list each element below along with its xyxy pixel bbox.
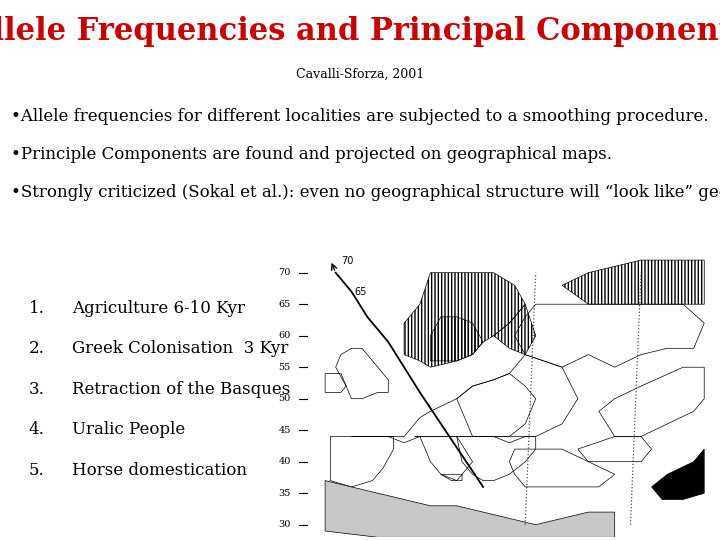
Text: 2.: 2. [29,340,45,357]
Text: •Strongly criticized (Sokal et al.): even no geographical structure will “look l: •Strongly criticized (Sokal et al.): eve… [11,184,720,200]
Text: 60: 60 [279,331,291,340]
Text: 45: 45 [279,426,291,435]
Text: 50: 50 [279,394,291,403]
Text: Cavalli-Sforza, 2001: Cavalli-Sforza, 2001 [296,68,424,80]
Text: 30: 30 [279,520,291,529]
Text: Agriculture 6-10 Kyr: Agriculture 6-10 Kyr [72,300,245,316]
Text: 3.: 3. [29,381,45,397]
Polygon shape [652,449,704,500]
Text: •Allele frequencies for different localities are subjected to a smoothing proced: •Allele frequencies for different locali… [11,108,708,125]
Text: 70: 70 [279,268,291,277]
Text: 70: 70 [341,256,354,266]
Text: 5.: 5. [29,462,45,478]
Text: 40: 40 [279,457,291,466]
Text: Uralic People: Uralic People [72,421,185,438]
Text: Greek Colonisation  3 Kyr: Greek Colonisation 3 Kyr [72,340,289,357]
Text: 65: 65 [354,287,366,296]
Text: 4.: 4. [29,421,45,438]
Text: 55: 55 [279,363,291,372]
Text: 35: 35 [279,489,291,498]
Text: Allele Frequencies and Principal Components: Allele Frequencies and Principal Compone… [0,16,720,47]
Text: 65: 65 [279,300,291,309]
Text: •Principle Components are found and projected on geographical maps.: •Principle Components are found and proj… [11,146,612,163]
Polygon shape [325,481,615,537]
Text: 1.: 1. [29,300,45,316]
Text: Horse domestication: Horse domestication [72,462,247,478]
Text: Retraction of the Basques: Retraction of the Basques [72,381,290,397]
